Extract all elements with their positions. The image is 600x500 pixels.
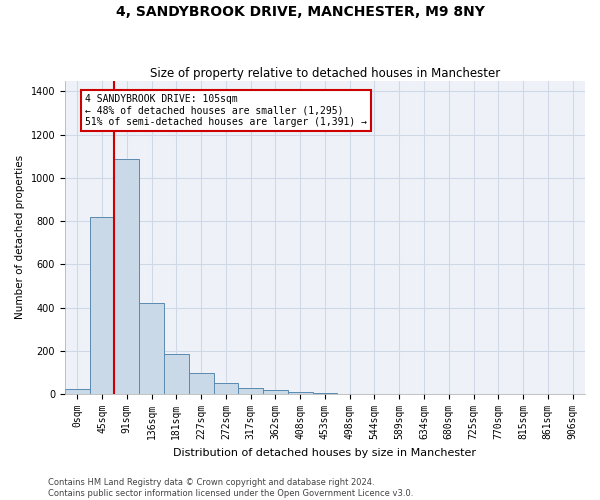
Bar: [115, 158, 139, 394]
Text: 4 SANDYBROOK DRIVE: 105sqm
← 48% of detached houses are smaller (1,295)
51% of s: 4 SANDYBROOK DRIVE: 105sqm ← 48% of deta…: [85, 94, 367, 127]
Text: Contains HM Land Registry data © Crown copyright and database right 2024.
Contai: Contains HM Land Registry data © Crown c…: [48, 478, 413, 498]
Bar: [139, 304, 164, 394]
Bar: [238, 388, 263, 394]
Bar: [288, 392, 313, 394]
Title: Size of property relative to detached houses in Manchester: Size of property relative to detached ho…: [150, 66, 500, 80]
Bar: [164, 354, 189, 394]
Text: 4, SANDYBROOK DRIVE, MANCHESTER, M9 8NY: 4, SANDYBROOK DRIVE, MANCHESTER, M9 8NY: [116, 5, 484, 19]
X-axis label: Distribution of detached houses by size in Manchester: Distribution of detached houses by size …: [173, 448, 476, 458]
Bar: [214, 384, 238, 394]
Bar: [313, 393, 337, 394]
Bar: [65, 389, 89, 394]
Bar: [89, 217, 115, 394]
Y-axis label: Number of detached properties: Number of detached properties: [15, 156, 25, 320]
Bar: [189, 372, 214, 394]
Bar: [263, 390, 288, 394]
